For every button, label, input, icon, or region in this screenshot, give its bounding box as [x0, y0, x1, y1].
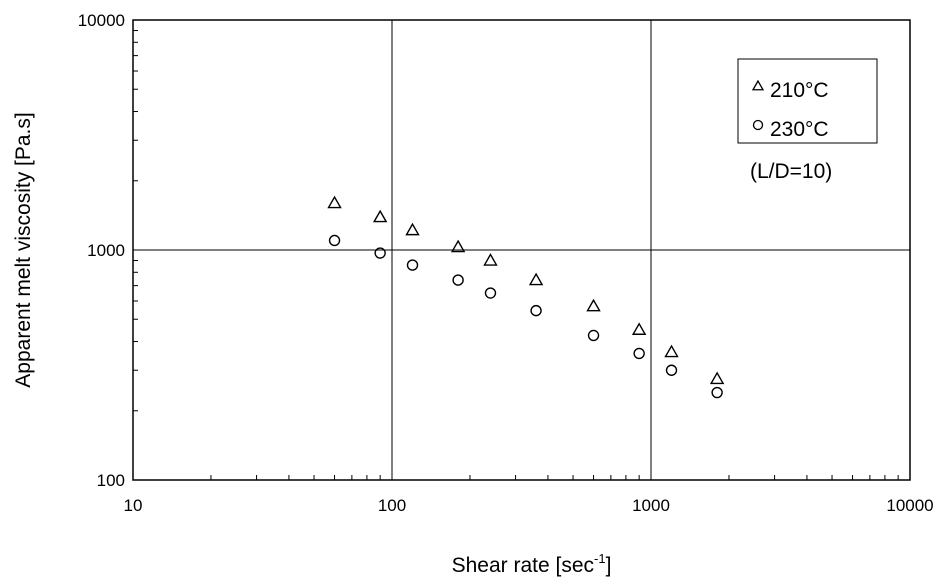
grid-lines [133, 20, 910, 480]
data-point-210 [372, 209, 388, 223]
data-point-210 [709, 371, 725, 385]
x-tick-label: 100 [378, 496, 406, 515]
minor-ticks [133, 30, 899, 480]
plot-area [132, 19, 911, 481]
data-point-210 [528, 272, 544, 286]
data-point-230 [328, 234, 341, 247]
x-tick-label: 1000 [632, 496, 670, 515]
y-axis-title: Apparent melt viscosity [Pa.s] [12, 112, 35, 387]
data-point-230 [665, 364, 678, 376]
data-point-210 [586, 298, 601, 312]
data-point-230 [374, 247, 386, 259]
data-point-210 [327, 195, 342, 209]
x-axis-ticks: 10 100 1000 10000 [124, 496, 934, 515]
x-axis-title-main: Shear rate [sec [452, 554, 594, 577]
legend-label-210: 210°C [770, 79, 829, 102]
x-axis-title-superscript: -1 [594, 551, 606, 566]
data-point-210 [483, 253, 498, 266]
data-point-230 [587, 329, 600, 342]
legend-circle-marker [752, 119, 764, 131]
x-tick-label: 10 [124, 496, 143, 515]
legend-triangle-marker [751, 79, 765, 91]
y-tick-label: 100 [97, 471, 125, 490]
x-tick-label: 10000 [886, 496, 933, 515]
data-point-230 [452, 274, 464, 286]
x-axis-title-suffix: ] [606, 554, 612, 577]
x-axis-title: Shear rate [sec-1] [452, 551, 612, 577]
annotation-ld-ratio: (L/D=10) [750, 160, 832, 183]
data-point-210 [450, 239, 466, 253]
y-axis-ticks: 100 1000 10000 [78, 11, 125, 490]
data-point-230 [406, 259, 419, 271]
data-point-210 [631, 322, 647, 335]
data-point-230 [633, 347, 645, 360]
data-point-230 [484, 287, 497, 299]
data-point-230 [711, 386, 723, 399]
legend: 210°C 230°C [737, 58, 878, 144]
y-tick-label: 10000 [78, 11, 125, 30]
y-tick-label: 1000 [87, 241, 125, 260]
legend-entry-230: 230°C [752, 118, 829, 141]
data-point-210 [405, 222, 420, 236]
legend-label-230: 230°C [770, 118, 829, 141]
legend-entry-210: 210°C [751, 79, 829, 102]
data-point-230 [530, 304, 542, 317]
data-points [327, 195, 725, 399]
data-point-210 [664, 344, 679, 358]
